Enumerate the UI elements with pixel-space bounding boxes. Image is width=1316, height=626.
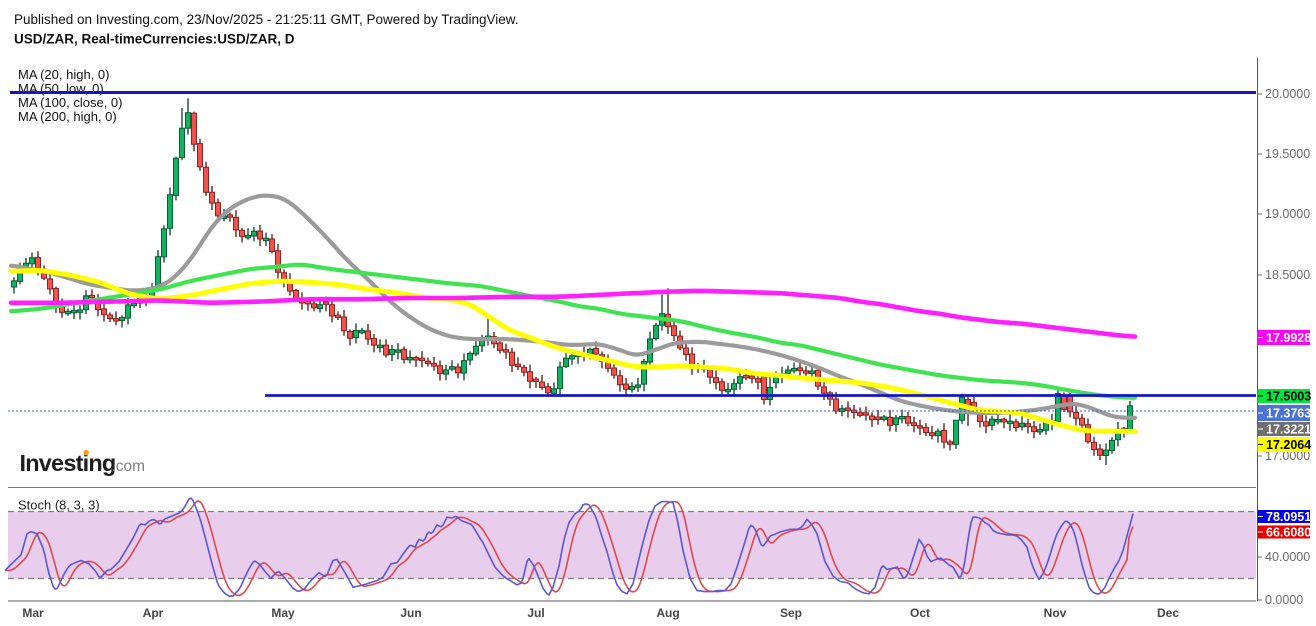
svg-text:Mar: Mar — [22, 606, 44, 620]
svg-text:17.9928: 17.9928 — [1266, 331, 1311, 345]
svg-text:Nov: Nov — [1044, 606, 1067, 620]
svg-text:MA (20, high, 0): MA (20, high, 0) — [18, 67, 109, 82]
svg-text:.com: .com — [112, 458, 146, 475]
svg-text:18.5000: 18.5000 — [1265, 268, 1310, 282]
svg-text:17.2064: 17.2064 — [1266, 438, 1311, 452]
svg-text:Stoch (8, 3, 3): Stoch (8, 3, 3) — [18, 498, 100, 513]
svg-text:19.5000: 19.5000 — [1265, 147, 1310, 161]
svg-text:Jun: Jun — [400, 606, 421, 620]
svg-text:17.3221: 17.3221 — [1266, 423, 1311, 437]
svg-text:0.0000: 0.0000 — [1265, 593, 1303, 607]
svg-text:May: May — [271, 606, 295, 620]
svg-text:40.0000: 40.0000 — [1265, 550, 1310, 564]
svg-text:66.6080: 66.6080 — [1266, 526, 1311, 540]
svg-text:MA (200, high, 0): MA (200, high, 0) — [18, 109, 117, 124]
svg-text:20.0000: 20.0000 — [1265, 87, 1310, 101]
svg-text:17.5003: 17.5003 — [1266, 390, 1311, 404]
svg-text:Published on Investing.com, 23: Published on Investing.com, 23/Nov/2025 … — [14, 12, 519, 27]
svg-text:17.3763: 17.3763 — [1266, 407, 1311, 421]
svg-text:19.0000: 19.0000 — [1265, 207, 1310, 221]
svg-text:Oct: Oct — [910, 606, 930, 620]
svg-text:Aug: Aug — [656, 606, 679, 620]
svg-text:Dec: Dec — [1157, 606, 1179, 620]
svg-text:MA (100, close, 0): MA (100, close, 0) — [18, 95, 122, 110]
svg-text:USD/ZAR, Real-timeCurrencies:U: USD/ZAR, Real-timeCurrencies:USD/ZAR, D — [14, 32, 295, 47]
svg-text:Apr: Apr — [143, 606, 164, 620]
svg-text:Sep: Sep — [780, 606, 802, 620]
svg-text:17.0000: 17.0000 — [1265, 449, 1310, 463]
svg-text:78.0951: 78.0951 — [1266, 510, 1311, 524]
svg-text:Investing: Investing — [20, 450, 116, 476]
svg-text:Jul: Jul — [527, 606, 544, 620]
